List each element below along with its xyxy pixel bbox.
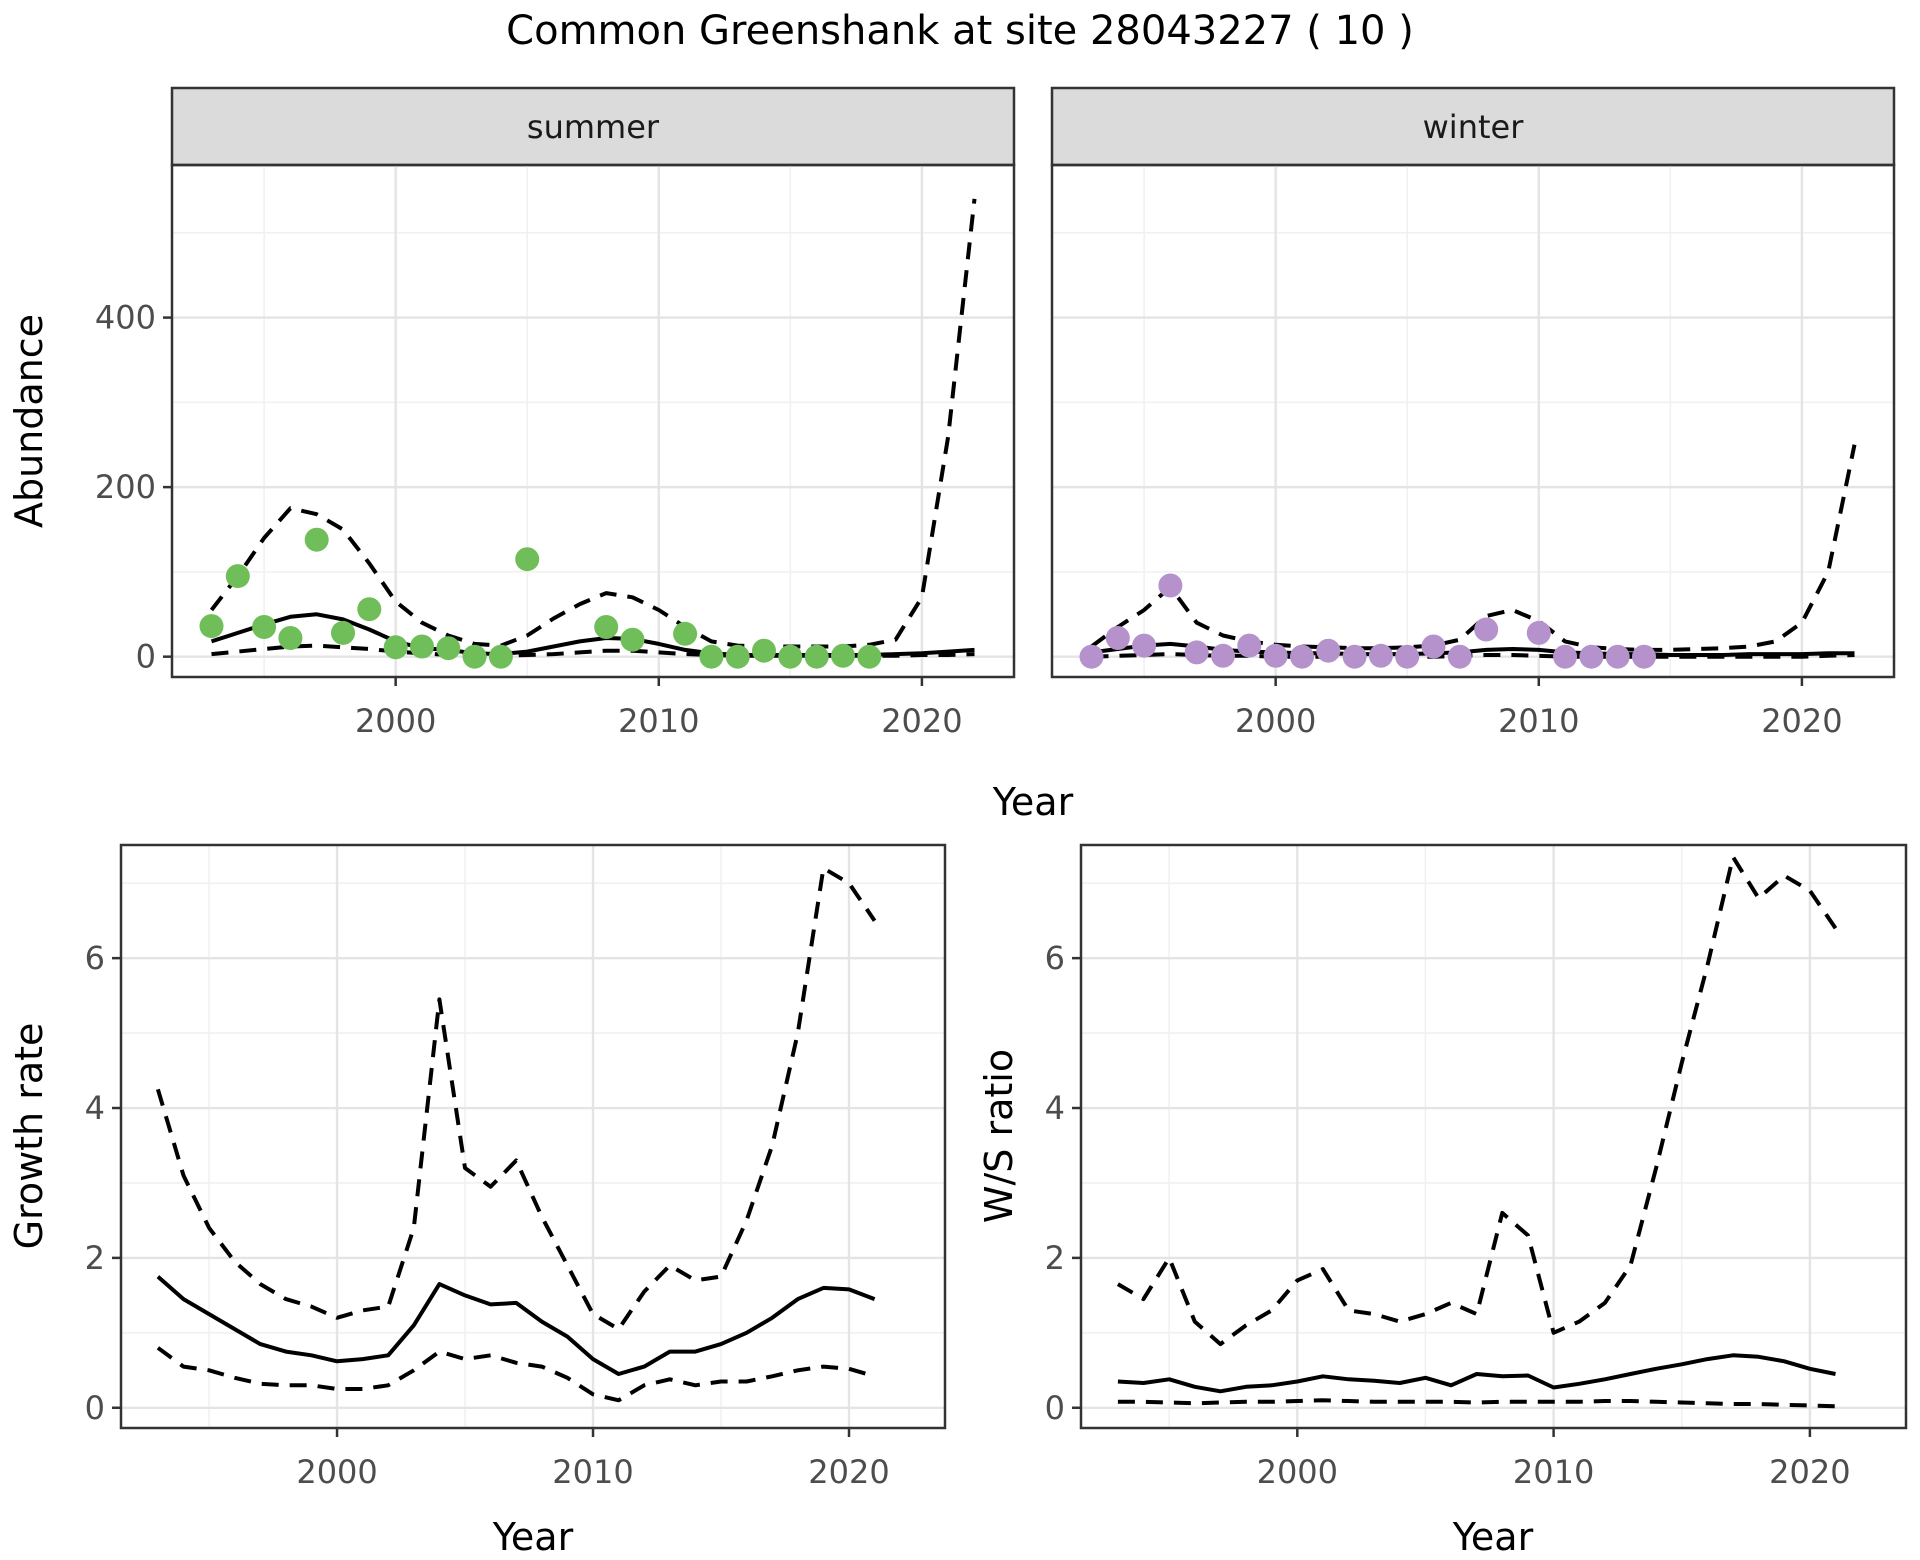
data-point	[1263, 643, 1288, 668]
data-point	[1368, 643, 1393, 668]
x-tick-label: 2000	[1235, 702, 1316, 740]
data-point	[1211, 643, 1235, 668]
x-tick-label: 2020	[881, 702, 962, 740]
data-point	[1105, 626, 1130, 650]
y-tick-label: 0	[1045, 1389, 1065, 1427]
data-point	[1632, 644, 1656, 669]
y-tick-label: 0	[136, 638, 156, 676]
y-tick-label: 6	[1045, 939, 1065, 977]
series-lower_ci-line	[156, 1346, 876, 1403]
series-upper_ci-line	[155, 866, 877, 1332]
y-tick-label: 4	[85, 1089, 105, 1127]
data-point	[1474, 617, 1499, 642]
data-point	[278, 626, 303, 650]
series-upper_ci-line	[1090, 444, 1857, 652]
data-point	[1421, 634, 1446, 659]
x-tick-label: 2010	[1498, 702, 1579, 740]
data-point	[462, 644, 487, 669]
x-tick-label: 2000	[296, 1453, 377, 1491]
data-point	[410, 634, 434, 659]
data-point	[699, 644, 724, 669]
data-point	[1316, 638, 1341, 663]
x-axis-title-year-bottom-right: Year	[1452, 1515, 1534, 1559]
data-point	[778, 644, 803, 669]
panel-ws-ratio: 2000 2010 2020 0 2 4 6	[1045, 843, 1908, 1491]
data-point	[1158, 573, 1183, 598]
data-point	[1290, 644, 1314, 669]
panel-border	[119, 843, 947, 1430]
x-tick-label: 2020	[808, 1453, 889, 1491]
data-point	[252, 615, 277, 639]
data-point	[225, 564, 250, 589]
data-point	[804, 644, 829, 669]
data-point	[831, 643, 855, 668]
data-point	[1342, 644, 1367, 669]
series-lower_ci-line	[211, 643, 975, 658]
facet-label-winter: winter	[1423, 108, 1525, 146]
y-axis-title-ws-ratio: W/S ratio	[977, 1049, 1021, 1223]
y-tick-label: 2	[1045, 1239, 1065, 1277]
data-point	[752, 638, 776, 663]
data-point	[1184, 640, 1209, 665]
panel-border	[1079, 843, 1908, 1430]
data-point	[1237, 633, 1262, 658]
x-tick-label: 2010	[1513, 1453, 1594, 1491]
panel-abundance-summer: 2000 2010 2020 0 200 400	[95, 163, 1016, 740]
data-point	[857, 644, 882, 669]
y-tick-label: 0	[85, 1389, 105, 1427]
x-tick-label: 2010	[552, 1453, 633, 1491]
facet-strip-winter	[1050, 86, 1896, 167]
data-point	[331, 620, 355, 645]
data-point	[620, 627, 645, 652]
y-tick-label: 6	[85, 939, 105, 977]
x-tick-label: 2010	[618, 702, 699, 740]
panel-abundance-winter: 2000 2010 2020	[1050, 163, 1896, 740]
data-point	[1079, 644, 1104, 669]
y-axis-title-abundance: Abundance	[7, 314, 51, 528]
data-point	[1447, 644, 1472, 669]
series-upper_ci-line	[1116, 855, 1838, 1347]
y-tick-label: 2	[85, 1239, 105, 1277]
data-point	[304, 527, 329, 552]
data-point	[725, 644, 750, 669]
panel-border	[170, 163, 1016, 679]
series-mean-line	[156, 1275, 876, 1376]
data-point	[357, 597, 382, 622]
data-point	[1553, 644, 1578, 669]
y-axis-title-growth-rate: Growth rate	[7, 1023, 51, 1250]
y-tick-label: 4	[1045, 1089, 1065, 1127]
data-point	[1395, 644, 1420, 669]
figure-title: Common Greenshank at site 28043227 ( 10 …	[506, 8, 1414, 54]
data-point	[1579, 644, 1604, 669]
series-lower_ci-line	[1117, 1398, 1836, 1409]
x-tick-label: 2000	[355, 702, 436, 740]
data-point	[515, 547, 540, 572]
x-tick-label: 2000	[1257, 1453, 1338, 1491]
data-point	[673, 621, 698, 646]
facet-strip-summer	[170, 86, 1016, 167]
facet-label-summer: summer	[527, 108, 660, 146]
data-point	[1605, 644, 1630, 669]
x-axis-title-year-bottom-left: Year	[492, 1515, 574, 1559]
y-tick-label: 200	[95, 468, 156, 506]
x-tick-label: 2020	[1769, 1453, 1850, 1491]
data-point	[383, 635, 408, 660]
data-point	[594, 615, 619, 639]
panel-border	[1050, 163, 1896, 679]
data-point	[488, 644, 513, 669]
x-tick-label: 2020	[1761, 702, 1842, 740]
panel-growth-rate: 2000 2010 2020 0 2 4 6	[85, 843, 947, 1491]
data-point	[199, 614, 224, 639]
series-mean-line	[1117, 1353, 1836, 1394]
data-point	[436, 636, 461, 661]
y-tick-label: 400	[95, 299, 156, 337]
data-point	[1132, 633, 1157, 658]
data-point	[1526, 620, 1551, 645]
x-axis-title-year-top: Year	[992, 780, 1074, 824]
